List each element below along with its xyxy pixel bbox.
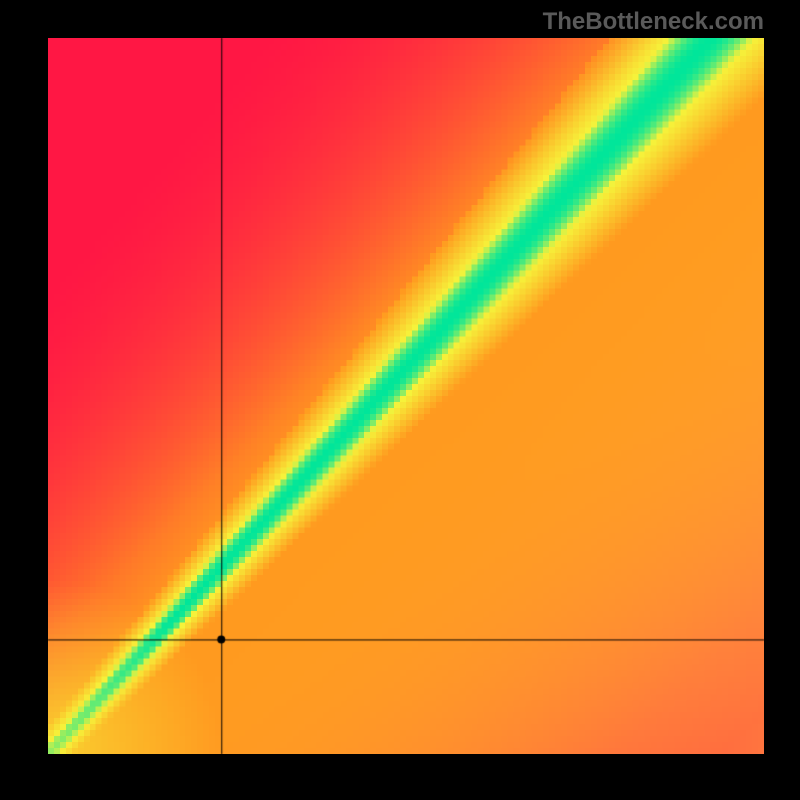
bottleneck-heatmap bbox=[48, 38, 764, 754]
watermark-text: TheBottleneck.com bbox=[543, 8, 764, 36]
chart-container: TheBottleneck.com bbox=[0, 0, 800, 800]
